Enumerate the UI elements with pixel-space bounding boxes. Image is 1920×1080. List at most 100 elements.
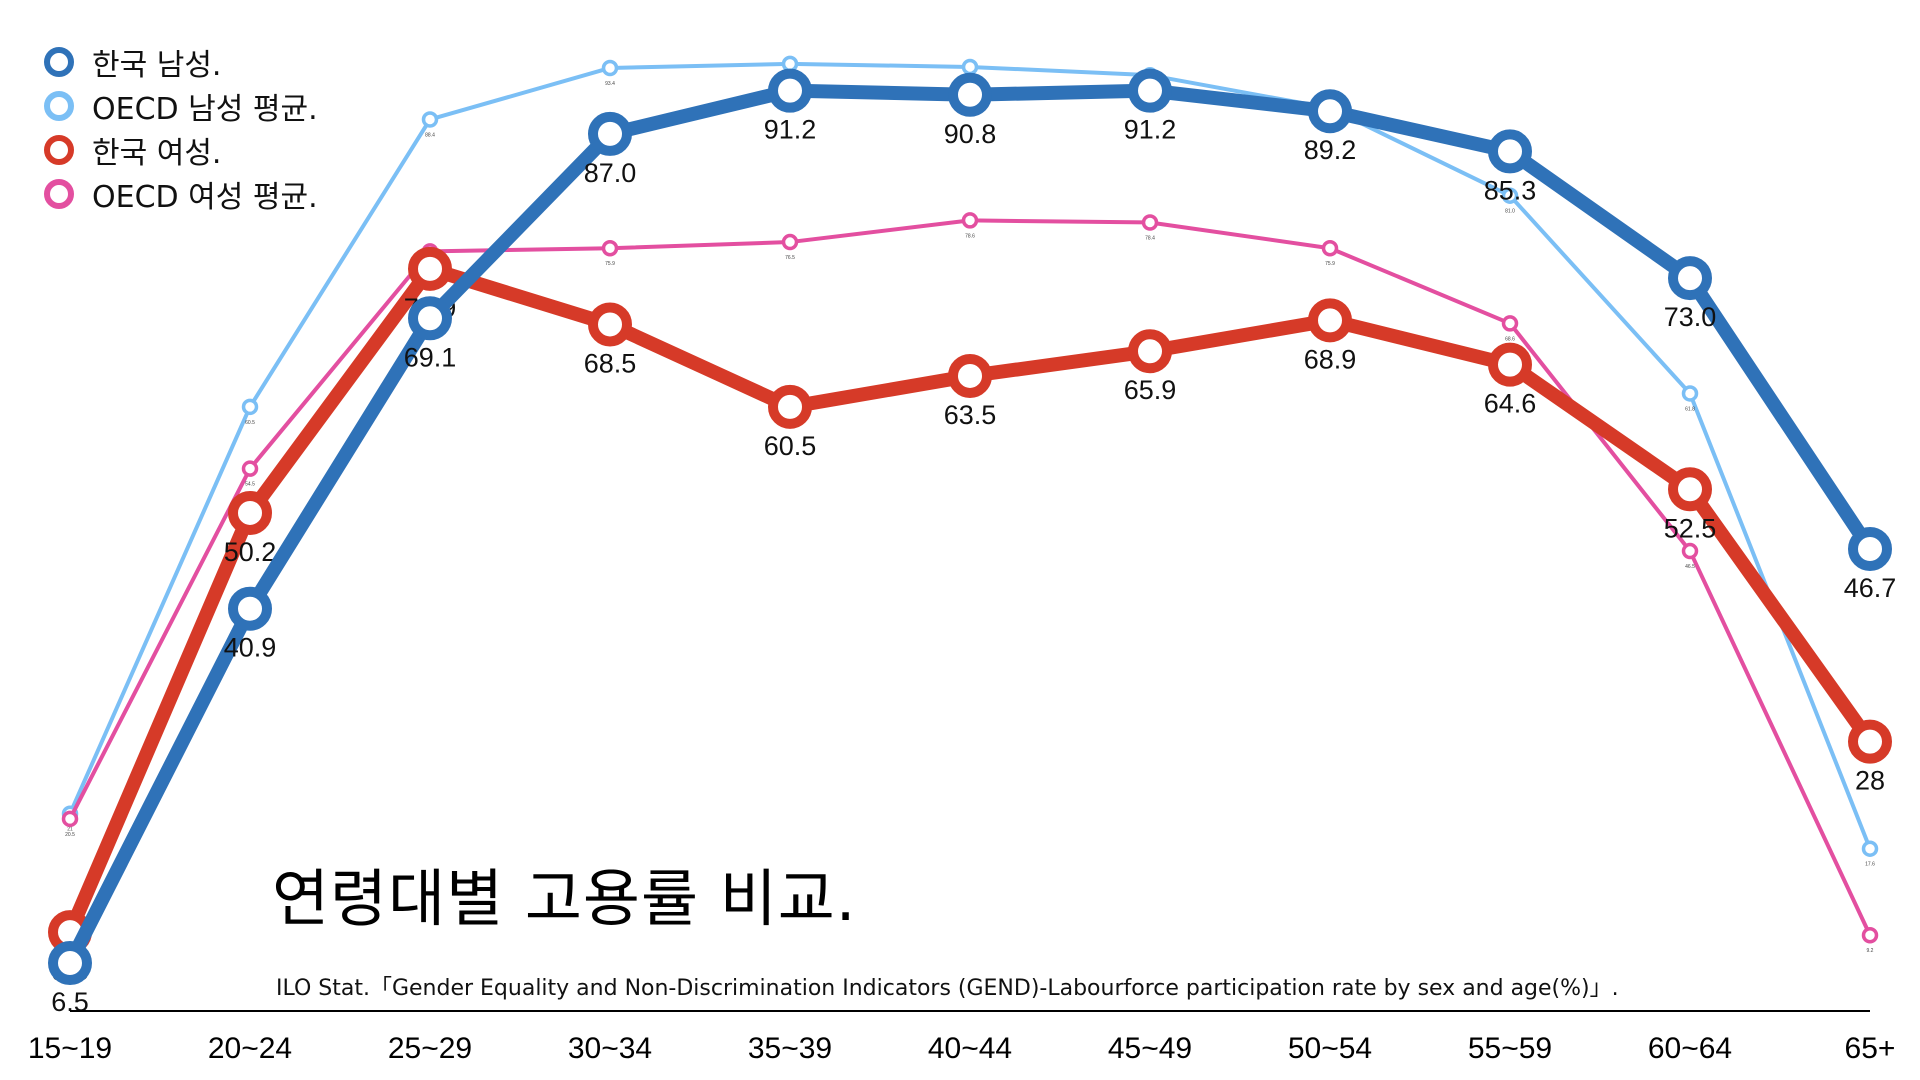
legend-label: 한국 남성. bbox=[92, 48, 222, 83]
data-label: 64.6 bbox=[1484, 389, 1537, 419]
series-line bbox=[68, 218, 1872, 938]
data-point bbox=[781, 55, 799, 73]
data-point bbox=[1128, 68, 1172, 113]
data-label: 87.0 bbox=[584, 158, 637, 188]
data-point bbox=[1501, 187, 1519, 204]
data-label: 89.2 bbox=[1304, 135, 1357, 165]
data-point bbox=[948, 72, 992, 117]
data-point bbox=[1128, 329, 1172, 374]
data-label: 76.5 bbox=[785, 255, 795, 261]
data-label: 46.5 bbox=[1685, 564, 1695, 570]
data-label: 81.0 bbox=[1505, 209, 1515, 215]
data-point bbox=[768, 384, 812, 429]
chart-legend: 한국 남성. OECD 남성 평균. 한국 여성. OECD 여성 평균. bbox=[44, 40, 318, 216]
data-point bbox=[948, 353, 992, 398]
data-label: 75.9 bbox=[1325, 261, 1335, 267]
data-label: 60.5 bbox=[764, 431, 817, 461]
x-axis-line bbox=[70, 1010, 1870, 1012]
data-label: 68.6 bbox=[1505, 336, 1515, 342]
data-label: 78.4 bbox=[1145, 235, 1155, 241]
legend-item-korea-female: 한국 여성. bbox=[44, 128, 318, 172]
data-label: 40.9 bbox=[224, 633, 277, 663]
data-point bbox=[228, 586, 272, 631]
data-point bbox=[241, 460, 259, 477]
data-label: 73.0 bbox=[1664, 302, 1717, 332]
data-label: 63.5 bbox=[944, 400, 997, 430]
data-label: 91.2 bbox=[764, 115, 817, 145]
data-point bbox=[1488, 129, 1532, 174]
legend-item-oecd-female: OECD 여성 평균. bbox=[44, 172, 318, 216]
data-point bbox=[1681, 385, 1699, 402]
x-tick-label: 50~54 bbox=[1288, 1032, 1372, 1065]
data-point bbox=[1488, 342, 1532, 387]
chart-title: 연령대별 고용률 비교. bbox=[272, 862, 857, 935]
data-label: 75.9 bbox=[605, 261, 615, 267]
data-label: 6.5 bbox=[51, 987, 89, 1017]
x-tick-label: 25~29 bbox=[388, 1032, 472, 1065]
data-label: 88.4 bbox=[425, 132, 435, 138]
data-label: 21 bbox=[67, 827, 73, 833]
data-label: 20.5 bbox=[65, 832, 75, 838]
data-point bbox=[781, 233, 799, 251]
x-tick-label: 55~59 bbox=[1468, 1032, 1552, 1065]
data-point bbox=[408, 296, 452, 341]
data-point bbox=[1321, 239, 1339, 257]
data-label: 93.4 bbox=[605, 81, 615, 87]
data-point bbox=[1861, 840, 1879, 857]
legend-item-korea-male: 한국 남성. bbox=[44, 40, 318, 84]
data-point bbox=[1308, 298, 1352, 343]
x-tick-label: 40~44 bbox=[928, 1032, 1012, 1065]
data-label: 68.9 bbox=[1304, 344, 1357, 374]
data-label: 65.9 bbox=[1124, 375, 1177, 405]
data-label: 68.5 bbox=[584, 348, 637, 378]
data-label: 52.5 bbox=[1664, 513, 1717, 543]
data-point bbox=[768, 68, 812, 113]
x-tick-label: 20~24 bbox=[208, 1032, 292, 1065]
x-tick-label: 45~49 bbox=[1108, 1032, 1192, 1065]
x-tick-label: 65+ bbox=[1845, 1032, 1896, 1065]
legend-label: 한국 여성. bbox=[92, 136, 222, 171]
x-tick-label: 35~39 bbox=[748, 1032, 832, 1065]
data-point bbox=[1668, 467, 1712, 512]
data-point bbox=[1141, 214, 1159, 231]
legend-marker-icon bbox=[44, 47, 74, 77]
data-point bbox=[1501, 315, 1519, 332]
data-label: 78.6 bbox=[965, 233, 975, 239]
legend-marker-icon bbox=[44, 179, 74, 209]
legend-marker-icon bbox=[44, 91, 74, 121]
data-label: 28 bbox=[1855, 766, 1885, 796]
data-point bbox=[421, 111, 439, 128]
data-point bbox=[961, 212, 979, 229]
legend-label: OECD 남성 평균. bbox=[92, 92, 318, 127]
legend-label: OECD 여성 평균. bbox=[92, 180, 318, 215]
data-point bbox=[408, 246, 452, 291]
data-point bbox=[961, 58, 979, 76]
data-point bbox=[601, 239, 619, 257]
data-label: 17.6 bbox=[1865, 862, 1875, 868]
data-point bbox=[1668, 256, 1712, 301]
data-point bbox=[1308, 89, 1352, 134]
data-label: 90.8 bbox=[944, 119, 997, 149]
data-label: 50.2 bbox=[224, 537, 277, 567]
data-label: 54.5 bbox=[245, 482, 255, 488]
chart-source-caption: ILO Stat.「Gender Equality and Non-Discri… bbox=[276, 976, 1619, 1001]
data-point bbox=[228, 490, 272, 535]
data-point bbox=[601, 59, 619, 77]
data-point bbox=[48, 941, 92, 986]
data-point bbox=[588, 111, 632, 156]
data-label: 61.8 bbox=[1685, 406, 1695, 412]
data-label: 85.3 bbox=[1484, 175, 1537, 205]
x-tick-label: 15~19 bbox=[28, 1032, 112, 1065]
data-label: 91.2 bbox=[1124, 115, 1177, 145]
data-point bbox=[61, 810, 79, 828]
data-label: 46.7 bbox=[1844, 573, 1897, 603]
x-tick-label: 60~64 bbox=[1648, 1032, 1732, 1065]
data-point bbox=[241, 398, 259, 416]
data-label: 69.1 bbox=[404, 342, 457, 372]
data-point bbox=[1861, 926, 1879, 944]
data-point bbox=[1848, 526, 1892, 571]
legend-item-oecd-male: OECD 남성 평균. bbox=[44, 84, 318, 128]
data-point bbox=[588, 302, 632, 347]
data-label: 9.2 bbox=[1867, 948, 1874, 954]
